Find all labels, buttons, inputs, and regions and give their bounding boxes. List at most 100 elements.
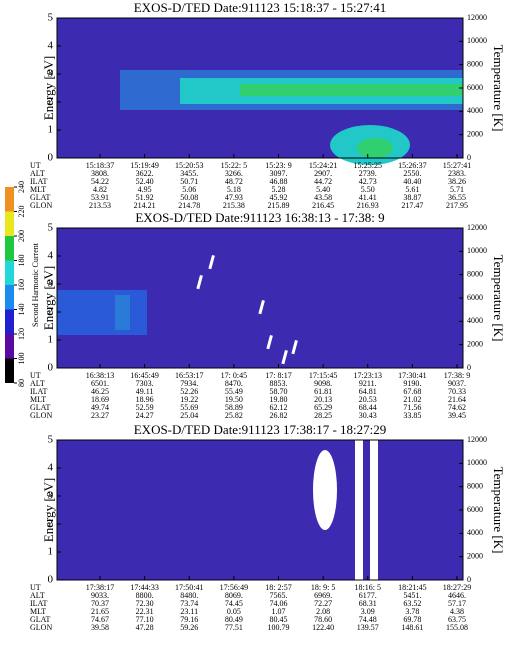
y2-tick-label: 6000 bbox=[467, 505, 483, 514]
y-tick-label: 2 bbox=[48, 518, 54, 530]
panel-title: EXOS-D/TED Date:911123 15:18:37 - 15:27:… bbox=[134, 0, 387, 15]
table-label: GLAT bbox=[30, 615, 51, 624]
table-cell: 5.06 bbox=[182, 185, 196, 194]
table-cell: 18: 9: 5 bbox=[311, 583, 335, 592]
table-cell: 6969. bbox=[314, 591, 332, 600]
table-cell: 8480. bbox=[180, 591, 198, 600]
colorbar-label: Second Harmonic Current bbox=[31, 242, 40, 327]
y-tick-label: 5 bbox=[48, 222, 54, 234]
y-tick-label: 1 bbox=[48, 546, 54, 558]
table-label: ALT bbox=[30, 591, 45, 600]
table-cell: 17: 8:17 bbox=[265, 371, 291, 380]
panel: EXOS-D/TED Date:911123 15:18:37 - 15:27:… bbox=[30, 0, 505, 210]
table-cell: 30.43 bbox=[359, 411, 377, 420]
y-tick-label: 1 bbox=[48, 334, 54, 346]
white-streak bbox=[266, 335, 273, 350]
plot-area bbox=[56, 439, 464, 581]
table-cell: 55.69 bbox=[180, 403, 198, 412]
table-cell: 16:45:49 bbox=[130, 371, 158, 380]
table-cell: 72.27 bbox=[314, 599, 332, 608]
table-cell: 15:24:21 bbox=[309, 161, 337, 170]
y2-tick-label: 12000 bbox=[467, 223, 487, 232]
y-tick-label: 0 bbox=[48, 362, 54, 374]
table-cell: 213.53 bbox=[89, 201, 111, 210]
y-tick-label: 0 bbox=[48, 152, 54, 164]
table-cell: 17: 0:45 bbox=[221, 371, 247, 380]
table-cell: 217.47 bbox=[401, 201, 423, 210]
table-cell: 15:22: 5 bbox=[221, 161, 247, 170]
table-cell: 3097. bbox=[270, 169, 288, 178]
table-cell: 2550. bbox=[403, 169, 421, 178]
y2-tick-label: 2000 bbox=[467, 339, 483, 348]
y2-axis-label: Temperature [K] bbox=[491, 255, 505, 342]
table-cell: 5.28 bbox=[272, 185, 286, 194]
table-cell: 7934. bbox=[180, 379, 198, 388]
y2-tick-label: 6000 bbox=[467, 293, 483, 302]
y-tick-label: 0 bbox=[48, 574, 54, 586]
panel-title: EXOS-D/TED Date:911123 16:38:13 - 17:38:… bbox=[135, 210, 384, 225]
table-cell: 69.78 bbox=[403, 615, 421, 624]
table-cell: 19.50 bbox=[225, 395, 243, 404]
table-cell: 70.37 bbox=[91, 599, 109, 608]
y-tick-label: 4 bbox=[48, 40, 54, 52]
y-axis-label: Energy [eV] bbox=[41, 478, 56, 542]
y2-tick-label: 0 bbox=[467, 575, 471, 584]
table-cell: 23.27 bbox=[91, 411, 109, 420]
table-cell: 5.40 bbox=[316, 185, 330, 194]
table-cell: 9037. bbox=[448, 379, 466, 388]
heat-blob bbox=[357, 138, 393, 158]
table-cell: 3455. bbox=[180, 169, 198, 178]
colorbar-tick-label: 220 bbox=[17, 206, 26, 218]
table-cell: 15:19:49 bbox=[130, 161, 158, 170]
colorbar-segment bbox=[5, 236, 14, 261]
table-cell: 18:16: 5 bbox=[355, 583, 381, 592]
table-cell: 19.80 bbox=[270, 395, 288, 404]
y2-tick-label: 0 bbox=[467, 363, 471, 372]
table-cell: 5451. bbox=[403, 591, 421, 600]
colorbar-tick-label: 80 bbox=[17, 379, 26, 387]
table-cell: 148.61 bbox=[401, 623, 423, 632]
table-cell: 28.25 bbox=[314, 411, 332, 420]
white-gap bbox=[370, 440, 378, 580]
table-cell: 9098. bbox=[314, 379, 332, 388]
table-cell: 6177. bbox=[359, 591, 377, 600]
table-cell: 215.89 bbox=[268, 201, 290, 210]
y-tick-label: 3 bbox=[48, 490, 54, 502]
table-cell: 73.74 bbox=[180, 599, 198, 608]
table-cell: 3.09 bbox=[361, 607, 375, 616]
table-cell: 23.11 bbox=[180, 607, 198, 616]
table-cell: 139.57 bbox=[357, 623, 379, 632]
table-cell: 17:56:49 bbox=[220, 583, 248, 592]
table-cell: 1.07 bbox=[272, 607, 286, 616]
table-label: GLAT bbox=[30, 403, 51, 412]
colorbar-segment bbox=[5, 358, 14, 383]
colorbar-tick-label: 180 bbox=[17, 255, 26, 267]
table-cell: 4646. bbox=[448, 591, 466, 600]
table-cell: 64.81 bbox=[359, 387, 377, 396]
table-cell: 9033. bbox=[91, 591, 109, 600]
table-cell: 62.12 bbox=[270, 403, 288, 412]
table-cell: 50.71 bbox=[180, 177, 198, 186]
table-cell: 15:18:37 bbox=[86, 161, 114, 170]
y-axis-label: Energy [eV] bbox=[41, 266, 56, 330]
table-cell: 15:23: 9 bbox=[265, 161, 291, 170]
y2-tick-label: 10000 bbox=[467, 246, 487, 255]
table-label: UT bbox=[30, 161, 41, 170]
panel-title: EXOS-D/TED Date:911123 17:38:17 - 18:27:… bbox=[134, 422, 387, 437]
colorbar-segment bbox=[5, 187, 14, 212]
y-tick-label: 2 bbox=[48, 306, 54, 318]
table-cell: 79.16 bbox=[180, 615, 198, 624]
table-cell: 5.50 bbox=[361, 185, 375, 194]
table-cell: 21.65 bbox=[91, 607, 109, 616]
table-cell: 80.49 bbox=[225, 615, 243, 624]
table-cell: 15:20:53 bbox=[175, 161, 203, 170]
table-cell: 17:23:13 bbox=[354, 371, 382, 380]
table-cell: 15:25:25 bbox=[354, 161, 382, 170]
table-cell: 71.56 bbox=[403, 403, 421, 412]
white-streak bbox=[291, 340, 298, 355]
table-cell: 80.45 bbox=[270, 615, 288, 624]
table-cell: 18.69 bbox=[91, 395, 109, 404]
y2-tick-label: 4000 bbox=[467, 316, 483, 325]
table-cell: 47.28 bbox=[136, 623, 154, 632]
